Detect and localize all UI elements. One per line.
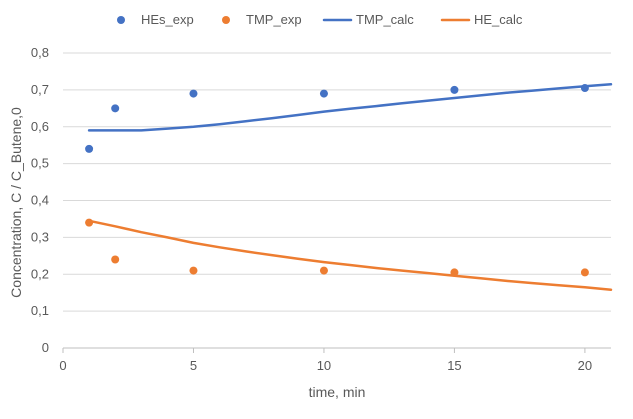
legend: HEs_exp TMP_exp TMP_calc HE_calc [117,12,523,27]
y-tick-label: 0,2 [31,266,49,281]
data-point-tmp-exp [450,268,459,277]
y-tick-label: 0,1 [31,303,49,318]
y-tick-label: 0,8 [31,45,49,60]
series-line-he-calc [87,219,613,291]
x-tick-label: 0 [59,358,66,373]
data-point-hes-exp [111,104,120,113]
axes [62,347,611,353]
legend-marker [222,16,230,24]
data-point-hes-exp [319,89,328,98]
y-tick-label: 0,5 [31,156,49,171]
legend-item-tmp-calc: TMP_calc [322,12,414,27]
data-point-hes-exp [189,89,198,98]
x-tick-label: 20 [578,358,592,373]
y-tick-label: 0,7 [31,82,49,97]
data-point-tmp-exp [189,266,198,275]
data-point-tmp-exp [111,255,120,264]
x-tick-label: 10 [317,358,331,373]
y-tick-label: 0,4 [31,193,49,208]
legend-item-he-calc: HE_calc [440,12,523,27]
data-point-tmp-exp [85,218,94,227]
legend-marker [117,16,125,24]
legend-label: HE_calc [474,12,523,27]
x-tick-label: 5 [190,358,197,373]
legend-label: HEs_exp [141,12,194,27]
x-axis-title: time, min [309,384,366,400]
data-point-hes-exp [85,144,94,153]
series-layer [85,83,613,291]
y-tick-label: 0,3 [31,229,49,244]
series-line-tmp-calc [87,83,613,132]
data-point-tmp-exp [580,268,589,277]
legend-item-hes-exp: HEs_exp [117,12,194,27]
y-axis-title: Concentration, C / C_Butene,0 [8,107,24,298]
data-point-hes-exp [450,85,459,94]
y-tick-label: 0 [42,340,49,355]
tick-labels: 0 0,1 0,2 0,3 0,4 0,5 0,6 0,7 0,8 0 5 10 15 20 [31,45,592,373]
data-point-tmp-exp [319,266,328,275]
legend-item-tmp-exp: TMP_exp [222,12,302,27]
legend-label: TMP_exp [246,12,302,27]
x-tick-label: 15 [447,358,461,373]
y-tick-label: 0,6 [31,119,49,134]
legend-label: TMP_calc [356,12,414,27]
gridlines [63,52,611,312]
data-point-hes-exp [580,84,589,93]
